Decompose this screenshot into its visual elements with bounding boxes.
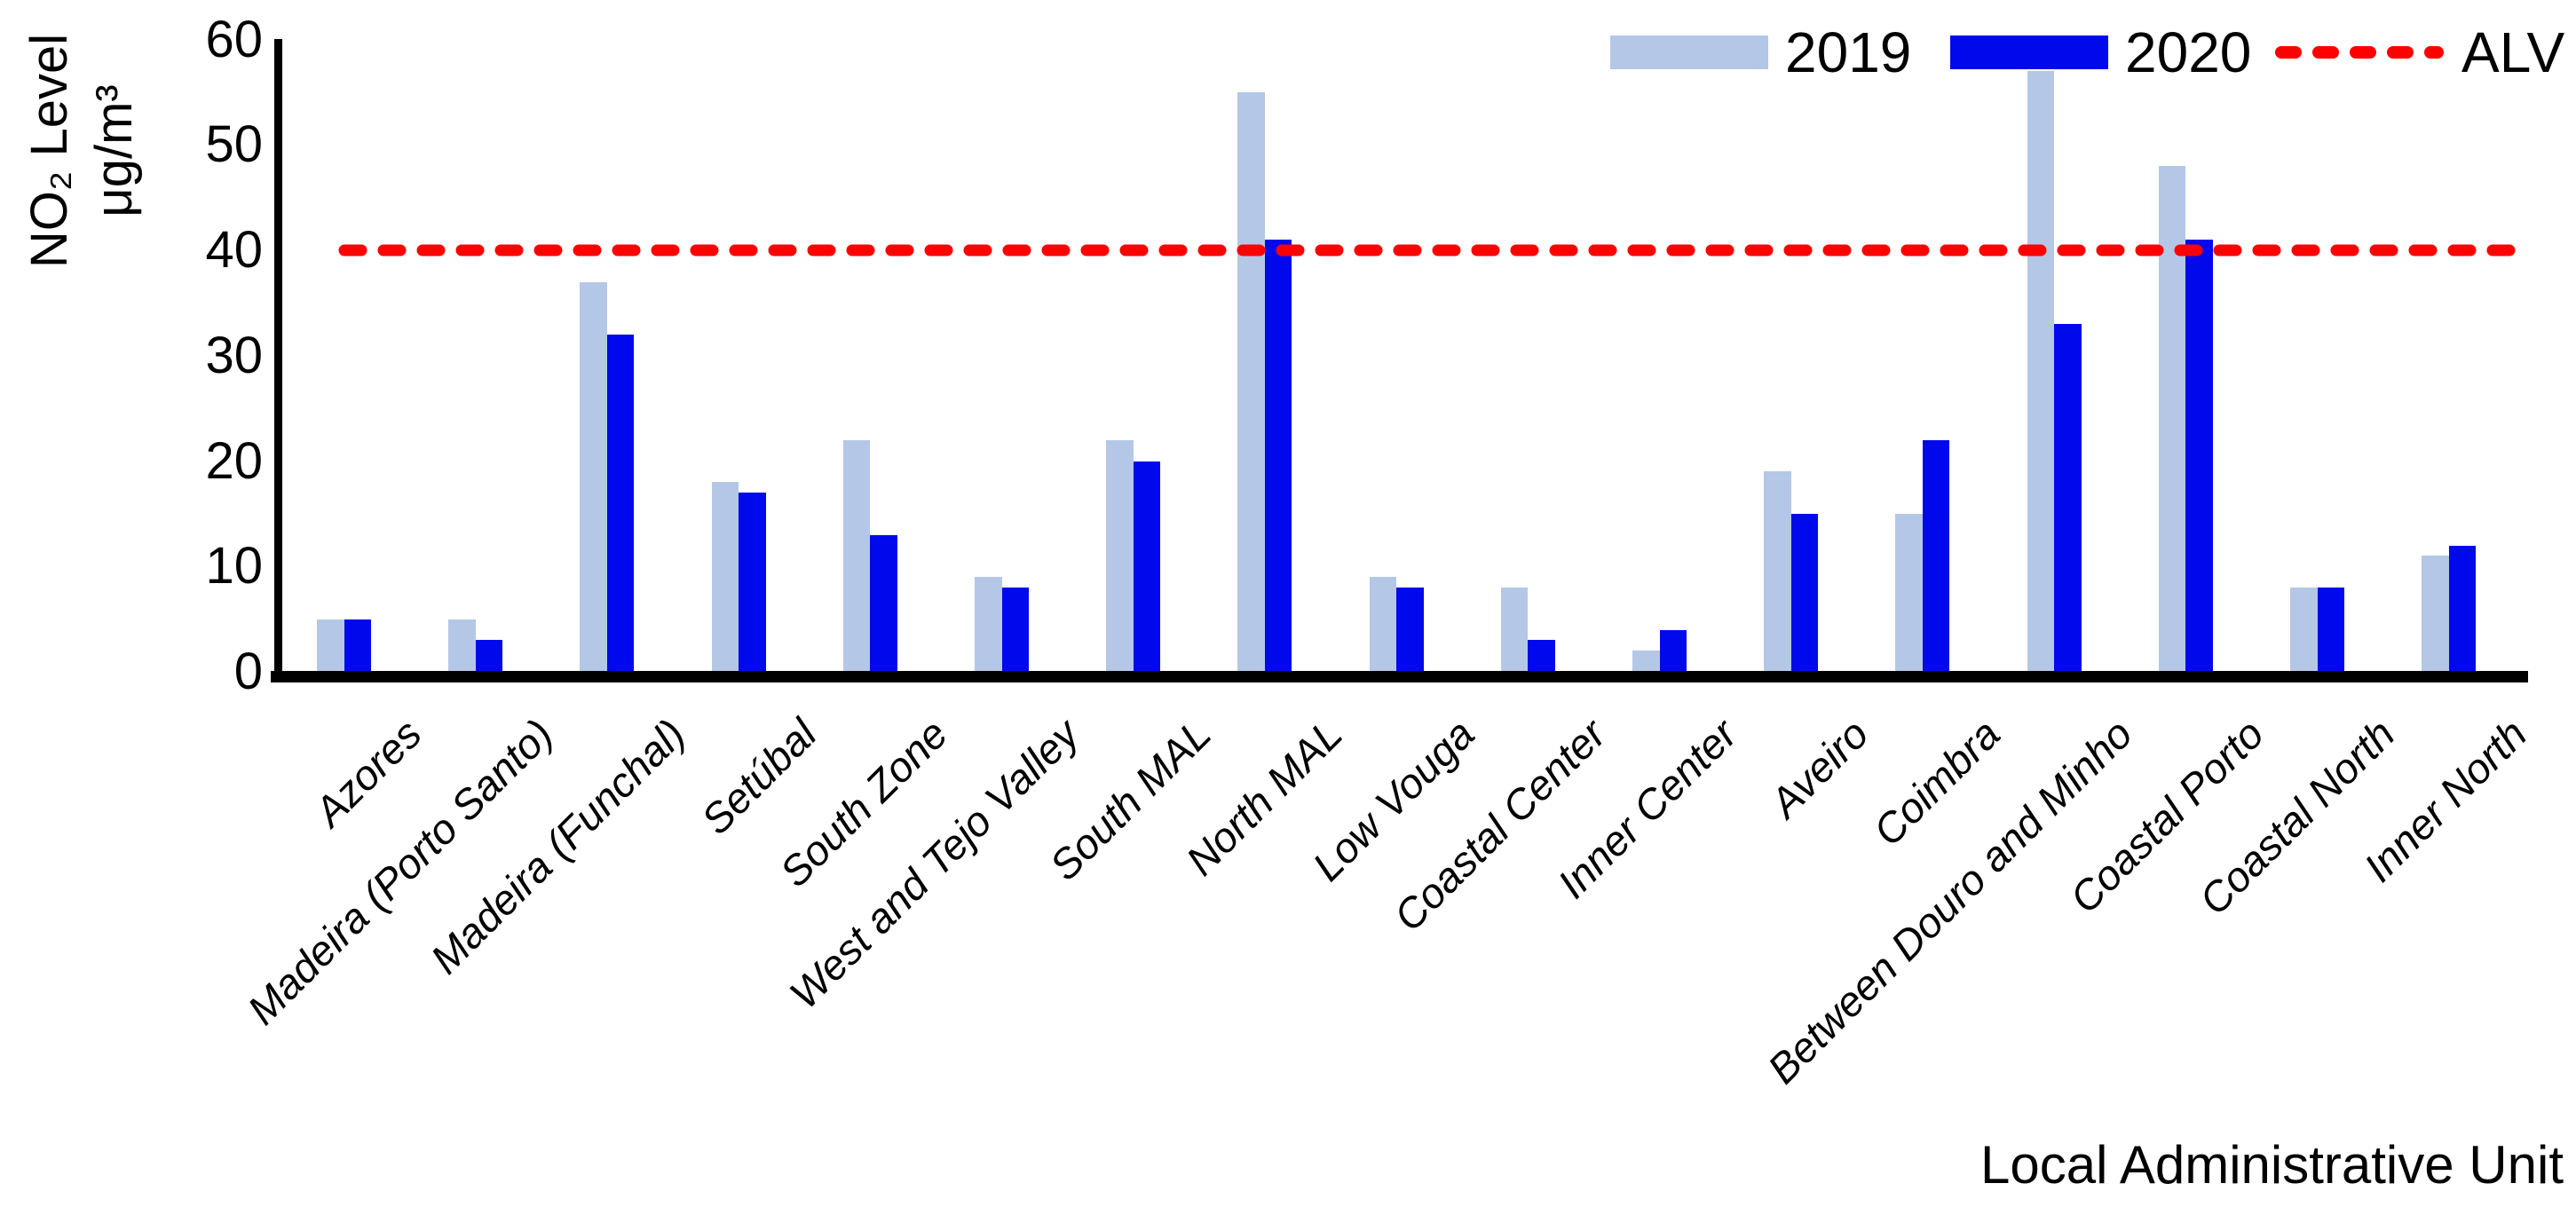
bar-2020-set-bal (739, 493, 766, 672)
legend-swatch-2020 (1950, 36, 2108, 69)
bar-2020-coastal-porto (2185, 240, 2213, 672)
y-tick-label: 0 (233, 643, 263, 700)
y-tick-label: 40 (205, 221, 263, 279)
bar-2019-madeira-funchal- (580, 281, 607, 672)
bar-2019-coastal-center (1500, 588, 1529, 672)
y-tick-label: 50 (205, 115, 263, 174)
bar-2020-low-vouga (1396, 588, 1424, 672)
bar-2020-coastal-north (2317, 588, 2344, 672)
bar-2019-inner-center (1632, 651, 1660, 672)
bar-2019-madeira-porto-santo- (448, 619, 476, 672)
bar-2019-between-douro-and-minho (2027, 71, 2055, 672)
bar-2020-south-zone (870, 534, 897, 672)
bar-2019-coimbra (1895, 513, 1923, 672)
alv-reference-line (338, 244, 2523, 256)
x-category-label: Madeira (Funchal) (421, 709, 694, 983)
legend-label-alv: ALV (2461, 20, 2565, 84)
bar-2020-north-mal (1264, 240, 1292, 672)
x-axis-title: Local Administrative Unit (1980, 1135, 2564, 1195)
bar-2019-inner-north (2422, 556, 2449, 672)
legend-item-2019: 2019 (1610, 23, 1911, 82)
legend-dash-sample (2275, 46, 2444, 59)
x-category-label: Aveiro (1760, 709, 1878, 826)
y-tick-label: 20 (205, 431, 263, 490)
y-axis-line (274, 39, 282, 682)
x-category-label: Azores (304, 709, 431, 835)
y-tick-label: 10 (205, 537, 263, 596)
legend-swatch-2019 (1610, 36, 1768, 69)
bar-2020-madeira-funchal- (606, 335, 635, 672)
legend-label-2020: 2020 (2125, 20, 2252, 84)
legend-item-2020: 2020 (1950, 23, 2251, 82)
bar-2019-coastal-north (2290, 588, 2318, 672)
bar-2020-inner-north (2448, 545, 2477, 672)
legend-item-alv: ALV (2274, 23, 2564, 82)
bar-2020-madeira-porto-santo- (475, 640, 503, 672)
bar-2019-south-zone (842, 439, 871, 672)
bar-2020-south-mal (1133, 461, 1161, 672)
bar-2020-inner-center (1659, 629, 1687, 672)
bar-2019-set-bal (711, 482, 739, 672)
bar-2020-coastal-center (1528, 640, 1555, 672)
x-category-label: Setúbal (691, 709, 826, 844)
bar-2019-south-mal (1106, 439, 1134, 672)
y-axis-title-line1: NO₂ Level (20, 33, 78, 269)
bar-2020-between-douro-and-minho (2054, 324, 2082, 672)
bar-2019-low-vouga (1369, 577, 1397, 672)
bar-2020-coimbra (1922, 439, 1950, 672)
bar-2020-aveiro (1790, 513, 1819, 672)
bar-2020-west-and-tejo-valley (1001, 588, 1029, 672)
x-axis-line (271, 671, 2528, 682)
y-tick-label: 60 (205, 10, 263, 68)
bar-2019-west-and-tejo-valley (975, 577, 1002, 672)
legend-label-2019: 2019 (1785, 20, 1912, 84)
bar-2019-aveiro (1764, 471, 1791, 672)
y-tick-label: 30 (205, 326, 263, 384)
bar-2019-north-mal (1237, 91, 1265, 672)
bar-2020-azores (344, 619, 371, 672)
bar-2019-azores (317, 619, 344, 672)
